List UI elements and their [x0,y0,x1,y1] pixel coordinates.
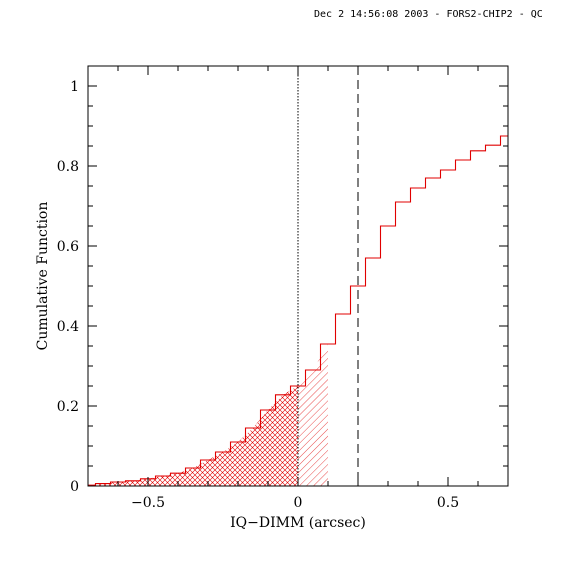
y-axis-title: Cumulative Function [35,202,51,351]
y-tick-label: 1 [70,79,79,95]
cumulative-line [88,135,508,486]
y-tick-label: 0.2 [57,399,79,415]
shaded-region-2 [298,344,328,486]
x-tick-labels: −0.5 0 0.5 [131,495,459,511]
x-tick-label: −0.5 [131,495,165,511]
y-tick-label: 0.6 [57,239,79,255]
shaded-region-1 [88,386,298,486]
x-tick-label: 0.5 [437,495,459,511]
axis-ticks [87,65,509,487]
header-stamp: Dec 2 14:56:08 2003 - FORS2-CHIP2 - QC [314,9,543,20]
y-tick-labels: 0 0.2 0.4 0.6 0.8 1 [57,79,79,495]
series-layer [88,135,508,486]
y-tick-label: 0.8 [57,159,79,175]
x-tick-label: 0 [294,495,303,511]
reference-lines [297,66,359,486]
shaded-regions [88,344,328,486]
y-tick-label: 0.4 [57,319,79,335]
y-tick-label: 0 [70,479,79,495]
x-axis-title: IQ−DIMM (arcsec) [230,515,366,531]
